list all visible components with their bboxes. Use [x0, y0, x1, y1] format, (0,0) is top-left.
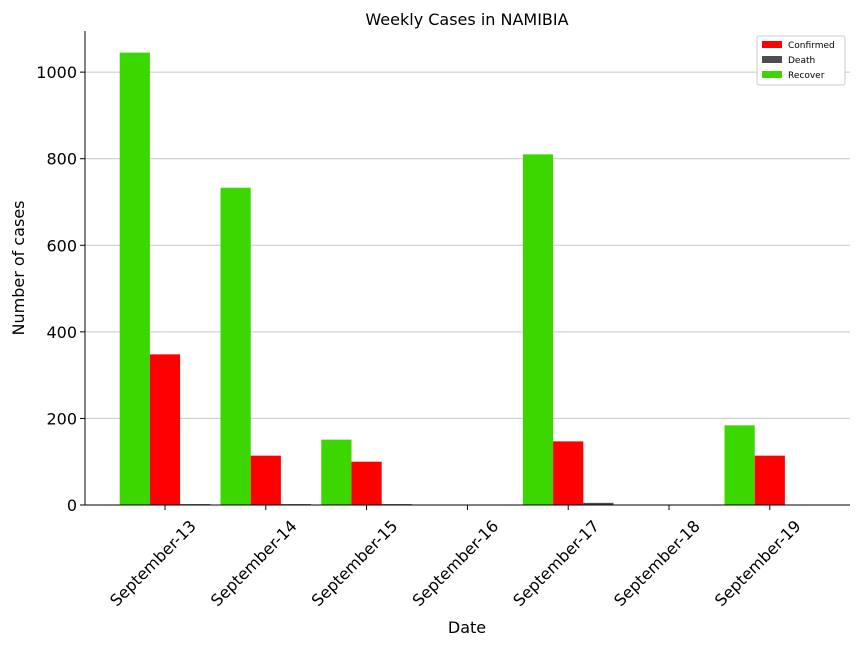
bar-death-september-17 [583, 502, 614, 505]
y-tick-label: 1000 [36, 63, 77, 82]
bar-recover-september-19 [724, 425, 755, 505]
legend-label-confirmed: Confirmed [788, 41, 835, 51]
x-tick-label: September-17 [509, 516, 603, 610]
x-tick-label: September-16 [409, 516, 503, 610]
bar-confirmed-september-13 [149, 354, 181, 505]
y-tick-label: 400 [46, 323, 77, 342]
bar-recover-september-17 [522, 154, 554, 505]
y-tick-label: 0 [67, 496, 77, 515]
legend-label-death: Death [788, 56, 815, 66]
legend: Confirmed Death Recover [756, 35, 846, 86]
legend-swatch-death [762, 56, 782, 63]
legend-swatch-confirmed [762, 41, 782, 48]
y-tick-label: 200 [46, 409, 77, 428]
y-tick-label: 800 [46, 150, 77, 169]
x-tick-label: September-19 [711, 516, 805, 610]
bars [119, 52, 785, 506]
y-axis-label: Number of cases [9, 201, 28, 336]
bar-recover-september-13 [119, 52, 150, 506]
x-ticks: September-13 September-14 September-15 Sept… [106, 505, 805, 610]
bar-recover-september-14 [220, 187, 251, 506]
grid-lines [85, 71, 850, 419]
x-tick-label: September-15 [308, 516, 402, 610]
x-axis-label: Date [448, 618, 486, 637]
bar-confirmed-september-17 [553, 441, 584, 505]
legend-label-recover: Recover [788, 71, 825, 81]
bar-confirmed-september-15 [351, 461, 382, 505]
bar-recover-september-15 [321, 439, 352, 505]
legend-swatch-recover [762, 71, 782, 78]
chart-title: Weekly Cases in NAMIBIA [365, 10, 568, 29]
x-tick-label: September-18 [610, 516, 704, 610]
x-tick-label: September-14 [207, 516, 301, 610]
y-ticks: 0 200 400 600 800 1000 [36, 63, 85, 515]
bar-confirmed-september-19 [754, 455, 785, 505]
bar-confirmed-september-14 [250, 455, 281, 505]
y-tick-label: 600 [46, 236, 77, 255]
x-tick-label: September-13 [106, 516, 200, 610]
